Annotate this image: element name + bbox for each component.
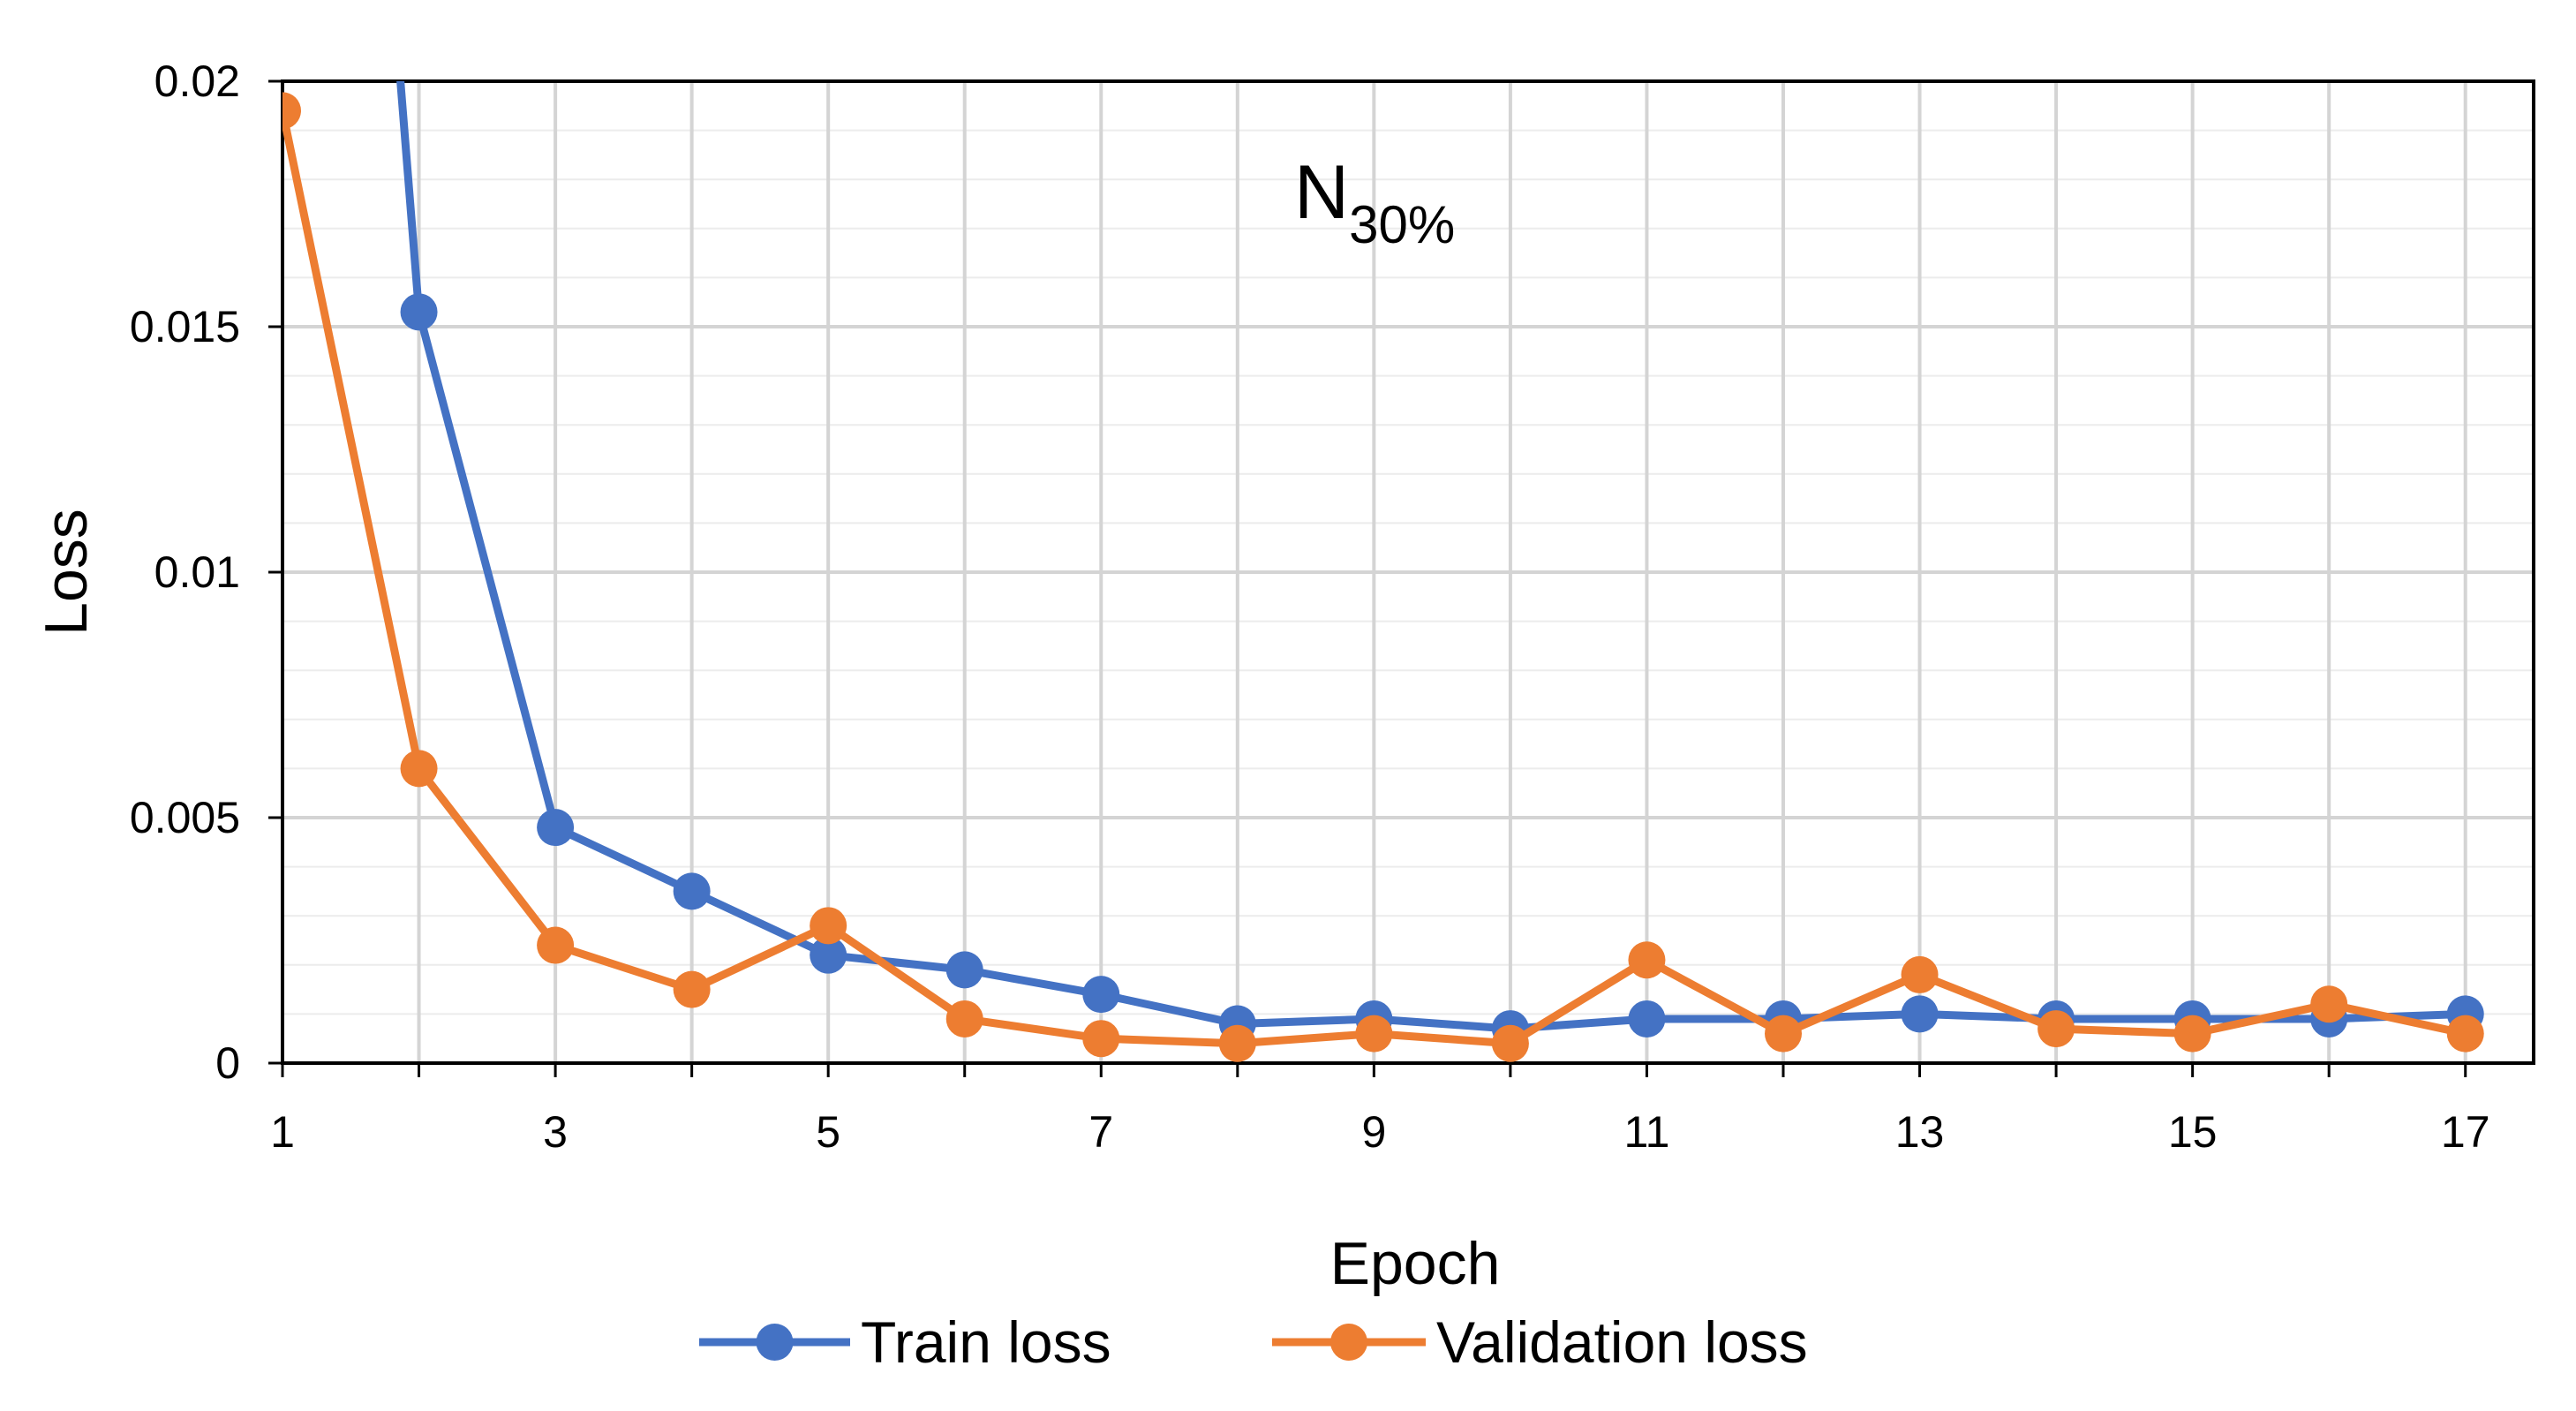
x-tick-label: 11 (1624, 1107, 1670, 1157)
y-tick-label: 0.015 (130, 302, 240, 351)
series-1-point (1082, 1020, 1120, 1058)
series-1-point (1765, 1015, 1802, 1053)
legend-label-0: Train loss (861, 1309, 1111, 1375)
y-tick-label: 0.02 (154, 57, 240, 106)
series-1-point (1491, 1024, 1529, 1062)
x-tick-label: 7 (1088, 1107, 1113, 1157)
annotation-subscript: 30% (1349, 195, 1455, 254)
y-tick-label: 0.005 (130, 793, 240, 842)
series-1-point (282, 92, 301, 130)
series-1-point (1628, 941, 1666, 979)
x-tick-label: 3 (543, 1107, 568, 1157)
series-1-point (945, 1000, 983, 1038)
series-1-point (537, 926, 575, 964)
x-tick-label: 13 (1895, 1107, 1945, 1157)
x-tick-label: 1 (270, 1107, 295, 1157)
x-tick-label: 15 (2168, 1107, 2218, 1157)
series-1-point (810, 907, 847, 945)
y-axis-title: Loss (33, 509, 100, 636)
legend-label-1: Validation loss (1436, 1309, 1808, 1375)
y-axis: 0 0.005 0.01 0.015 0.02 (130, 57, 282, 1088)
series-1-point (1218, 1024, 1256, 1062)
y-tick-label: 0 (215, 1038, 240, 1088)
x-tick-label: 5 (816, 1107, 840, 1157)
y-tick-label: 0.01 (154, 547, 240, 597)
series-1-point (2446, 1015, 2484, 1053)
series-0-point (945, 951, 983, 989)
series-1-point (400, 750, 438, 788)
series-1-point (1355, 1015, 1393, 1053)
series-1-point (2037, 1010, 2075, 1048)
x-axis-title: Epoch (1330, 1230, 1501, 1297)
annotation-label: N30% (1294, 150, 1455, 254)
series-0-point (400, 293, 438, 331)
series-1-point (2173, 1015, 2211, 1053)
legend-marker-1 (1330, 1324, 1367, 1361)
annotation-main: N (1294, 150, 1349, 235)
series-layer (282, 81, 2484, 1062)
series-0-point (537, 809, 575, 847)
series-1-point (2310, 985, 2348, 1023)
series-0-point (1901, 995, 1939, 1033)
series-1-point (1901, 955, 1939, 993)
x-axis: 1 3 5 7 9 11 13 15 17 (270, 1063, 2490, 1157)
x-tick-label: 17 (2441, 1107, 2490, 1157)
legend-marker-0 (756, 1324, 794, 1361)
series-0-point (1082, 976, 1120, 1014)
series-0-point (673, 872, 711, 910)
x-tick-label: 9 (1361, 1107, 1386, 1157)
series-0-point (1628, 1000, 1666, 1038)
legend: Train loss Validation loss (699, 1309, 1808, 1375)
series-1-point (673, 970, 711, 1008)
series-0-point (810, 936, 847, 974)
